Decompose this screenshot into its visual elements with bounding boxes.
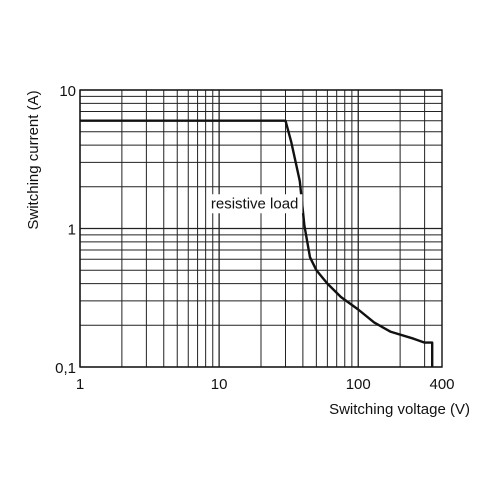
x-axis-label: Switching voltage (V) (329, 401, 470, 418)
grid (79, 89, 443, 368)
y-axis-label: Switching current (A) (25, 90, 42, 229)
plot-frame (79, 89, 443, 368)
x-tick-label: 400 (429, 376, 454, 393)
annotation-resistive-load: resistive load (211, 195, 299, 212)
x-tick-label: 10 (211, 376, 228, 393)
annotations: resistive load (206, 194, 303, 214)
annotation-background (206, 194, 303, 214)
series-line-resistive-load (80, 119, 434, 367)
x-tick-label: 1 (76, 376, 84, 393)
y-tick-label: 0,1 (55, 360, 76, 377)
y-tick-label: 1 (68, 222, 76, 239)
y-tick-label: 10 (59, 83, 76, 100)
x-tick-label: 100 (346, 376, 371, 393)
